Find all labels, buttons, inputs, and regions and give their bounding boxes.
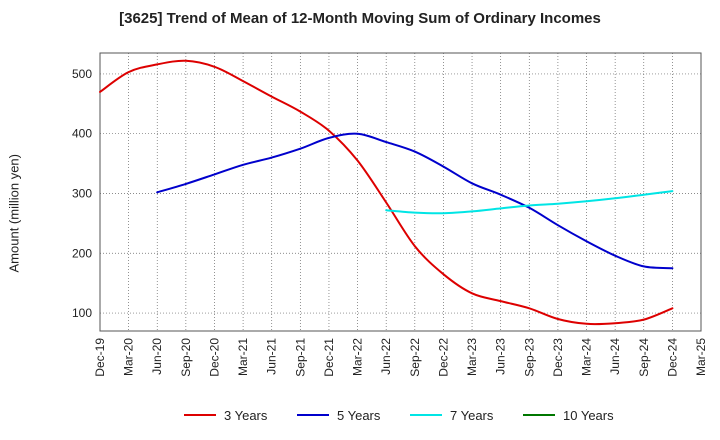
plot-frame	[99, 52, 702, 332]
x-tick-label: Jun-21	[265, 338, 279, 375]
series-line-3-years	[99, 59, 674, 326]
x-tick-label: Sep-23	[522, 338, 536, 377]
legend-label-5-years: 5 Years	[337, 408, 381, 423]
x-tick-label: Sep-22	[408, 338, 422, 377]
y-tick-label: 500	[72, 67, 92, 81]
x-tick-label: Dec-22	[436, 338, 450, 377]
series-lines	[99, 59, 674, 326]
y-tick-label: 300	[72, 186, 92, 200]
x-tick-label: Jun-20	[150, 338, 164, 375]
grid-lines	[100, 53, 701, 331]
x-tick-label: Mar-21	[236, 338, 250, 376]
legend: 3 Years 5 Years 7 Years 10 Years	[184, 408, 614, 423]
x-tick-label: Dec-19	[93, 338, 107, 377]
x-tick-label: Mar-22	[351, 338, 365, 376]
x-tick-label: Mar-23	[465, 338, 479, 376]
x-tick-label: Dec-21	[322, 338, 336, 377]
chart-title: [3625] Trend of Mean of 12-Month Moving …	[119, 10, 601, 27]
y-tick-label: 200	[72, 246, 92, 260]
x-tick-label: Jun-23	[494, 338, 508, 375]
series-line-5-years	[156, 132, 674, 270]
x-tick-label: Mar-24	[580, 338, 594, 376]
x-tick-label: Mar-20	[122, 338, 136, 376]
legend-label-3-years: 3 Years	[224, 408, 268, 423]
x-tick-label: Jun-22	[379, 338, 393, 375]
x-tick-label: Dec-23	[551, 338, 565, 377]
x-tick-label: Dec-24	[665, 338, 679, 377]
x-tick-label: Dec-20	[207, 338, 221, 377]
legend-label-10-years: 10 Years	[563, 408, 614, 423]
y-tick-label: 400	[72, 127, 92, 141]
y-tick-labels: 100 200 300 400 500	[72, 67, 92, 320]
x-tick-label: Jun-24	[608, 338, 622, 375]
series-line-7-years	[385, 190, 674, 215]
x-tick-label: Sep-24	[637, 338, 651, 377]
x-tick-label: Mar-25	[694, 338, 708, 376]
x-tick-label: Sep-21	[293, 338, 307, 377]
legend-label-7-years: 7 Years	[450, 408, 494, 423]
x-tick-label: Sep-20	[179, 338, 193, 377]
y-tick-label: 100	[72, 306, 92, 320]
x-tick-labels: Dec-19 Mar-20 Jun-20 Sep-20 Dec-20 Mar-21 Jun-…	[93, 338, 708, 377]
